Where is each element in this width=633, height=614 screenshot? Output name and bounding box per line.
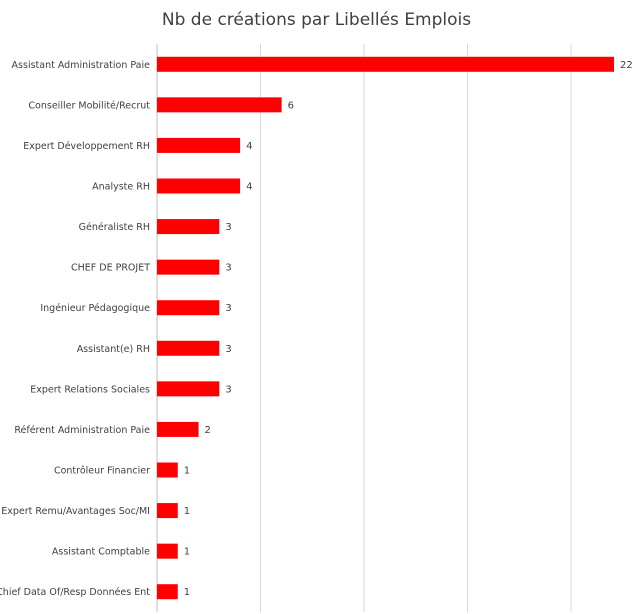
data-label: 22 bbox=[620, 60, 633, 71]
bar bbox=[157, 543, 178, 559]
data-label: 3 bbox=[225, 222, 231, 233]
data-label: 1 bbox=[184, 506, 190, 517]
data-label: 2 bbox=[205, 425, 211, 436]
category-label: Expert Relations Sociales bbox=[30, 384, 150, 395]
data-label: 4 bbox=[246, 182, 252, 193]
category-label: Expert Développement RH bbox=[23, 141, 150, 152]
bar bbox=[157, 503, 178, 519]
category-label: Assistant Administration Paie bbox=[12, 60, 151, 71]
category-label: Assistant(e) RH bbox=[77, 344, 150, 355]
data-label: 4 bbox=[246, 141, 252, 152]
bar bbox=[157, 178, 241, 194]
category-label: Chief Data Of/Resp Données Ent bbox=[0, 587, 150, 598]
bar bbox=[157, 137, 241, 153]
bar bbox=[157, 56, 614, 72]
category-label: Contrôleur Financier bbox=[54, 466, 150, 477]
bar bbox=[157, 462, 178, 478]
bars bbox=[157, 56, 614, 600]
bar bbox=[157, 259, 220, 275]
chart-title: Nb de créations par Libellés Emplois bbox=[161, 10, 472, 30]
category-label: CHEF DE PROJET bbox=[71, 263, 150, 274]
bar bbox=[157, 381, 220, 397]
data-label: 1 bbox=[184, 547, 190, 558]
category-label: Référent Administration Paie bbox=[14, 425, 150, 436]
category-label: Expert Remu/Avantages Soc/MI bbox=[1, 506, 150, 517]
category-label: Conseiller Mobilité/Recrut bbox=[28, 100, 150, 111]
data-label: 1 bbox=[184, 466, 190, 477]
data-label: 3 bbox=[225, 384, 231, 395]
data-label: 3 bbox=[225, 263, 231, 274]
data-label: 3 bbox=[225, 344, 231, 355]
bar bbox=[157, 219, 220, 235]
category-label: Généraliste RH bbox=[79, 222, 150, 233]
labels: Assistant Administration Paie 22 Conseille… bbox=[0, 60, 633, 598]
category-label: Analyste RH bbox=[92, 182, 150, 193]
data-label: 6 bbox=[288, 100, 294, 111]
category-label: Assistant Comptable bbox=[52, 547, 150, 558]
bar bbox=[157, 584, 178, 600]
bar bbox=[157, 421, 199, 437]
bar bbox=[157, 300, 220, 316]
data-label: 3 bbox=[225, 303, 231, 314]
gridlines bbox=[156, 44, 572, 612]
bar bbox=[157, 340, 220, 356]
category-label: Ingénieur Pédagogique bbox=[40, 303, 150, 314]
data-label: 1 bbox=[184, 587, 190, 598]
bar bbox=[157, 97, 282, 113]
